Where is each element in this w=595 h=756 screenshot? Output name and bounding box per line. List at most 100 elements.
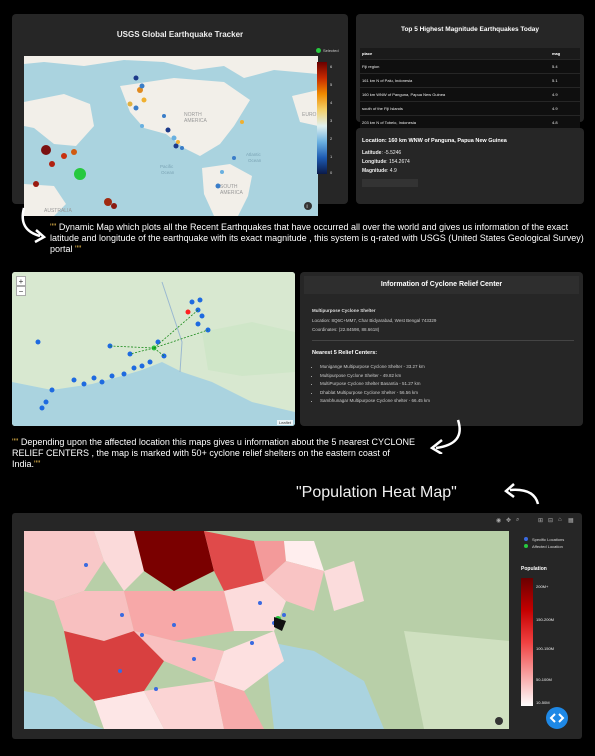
population-tick: 100-150M	[536, 646, 555, 651]
caption-close-quote: ""	[75, 244, 82, 254]
caption-close-quote: ""	[34, 459, 41, 469]
world-earthquake-map[interactable]: NORTH AMERICA Pacific Ocean Atlantic Oce…	[24, 56, 318, 216]
info-icon[interactable]	[304, 202, 312, 210]
place-cell: 160 km WNW of Panguna, Papua New Guinea	[360, 87, 550, 102]
location-info-panel: Location: 160 km WNW of Panguna, Papua N…	[356, 128, 584, 204]
magnitude-line: Magnitude: 4.9	[362, 168, 397, 174]
latitude-label: Latitude	[362, 150, 382, 156]
list-item: Sambhunagar Multipurpose Cyclone shelter…	[320, 398, 430, 403]
colorbar-tick: 5	[330, 82, 333, 87]
location-title: Location: 160 km WNW of Panguna, Papua N…	[362, 138, 507, 144]
atlantic-ocean-label: Atlantic	[246, 152, 262, 157]
svg-text:Ocean: Ocean	[248, 158, 262, 163]
nearest-center-lines	[109, 309, 209, 357]
longitude-line: Longitude: 154.2674	[362, 159, 410, 165]
colorbar-tick: 3	[330, 118, 333, 123]
curved-arrow-icon	[21, 207, 47, 244]
relief-center-location: Location: 8Q6C+MM7, Char Bidyarabad, Wes…	[312, 318, 437, 323]
population-heat-map-heading: "Population Heat Map"	[296, 484, 457, 501]
relief-markers[interactable]	[35, 297, 211, 411]
table-row[interactable]: 161 km N of Palu, Indonesia 5.1	[360, 73, 580, 88]
table-row[interactable]: 160 km WNW of Panguna, Papua New Guinea 4…	[360, 87, 580, 102]
longitude-label: Longitude	[362, 159, 387, 165]
column-header-mag[interactable]: mag	[550, 48, 580, 60]
relief-info-panel: Information of Cyclone Relief Center	[300, 272, 583, 426]
relief-center-name: Multipurpose Cyclone Shelter	[312, 308, 376, 313]
affected-location-legend-label: Affected Location	[532, 544, 563, 549]
svg-text:AMERICA: AMERICA	[220, 190, 243, 196]
australia-label: AUSTRALIA	[44, 208, 72, 214]
north-america-label: NORTH	[184, 112, 202, 118]
mag-cell: 4.8	[550, 115, 580, 129]
table-row[interactable]: south of the Fiji Islands 4.9	[360, 101, 580, 116]
caption-open-quote: ""	[12, 437, 19, 447]
nearest-centers-title: Nearest 5 Relief Centers:	[312, 350, 378, 356]
earthquake-markers[interactable]	[33, 75, 244, 210]
longitude-value: : 154.2674	[386, 159, 410, 165]
population-colorbar	[521, 578, 533, 706]
table-row[interactable]: 203 km N of Tobelo, Indonesia 4.8	[360, 115, 580, 129]
mag-cell: 5.4	[550, 59, 580, 74]
state-regions[interactable]	[24, 531, 364, 729]
pan-icon[interactable]: ✥	[506, 518, 512, 524]
svg-text:Ocean: Ocean	[161, 170, 175, 175]
earthquake-tracker-title: USGS Global Earthquake Tracker	[116, 30, 244, 39]
zoom-out-button[interactable]: −	[16, 286, 26, 296]
info-icon[interactable]	[495, 717, 503, 725]
specific-locations-legend-label: Specific Locations	[532, 537, 565, 542]
population-tick: 10-50M	[536, 700, 550, 705]
europe-label: EURO	[302, 112, 317, 118]
location-placeholder-bar	[362, 179, 418, 187]
top5-earthquakes-panel: Top 5 Highest Magnitude Earthquakes Toda…	[356, 14, 584, 129]
zoom-out-icon[interactable]: ⊟	[548, 518, 554, 524]
table-row[interactable]: Fiji region 5.4	[360, 59, 580, 74]
plotly-logo-icon[interactable]: ▦	[568, 518, 574, 524]
leaflet-attribution[interactable]: Leaflet	[276, 420, 293, 425]
zoom-in-icon[interactable]: ⊞	[538, 518, 544, 524]
affected-region	[274, 617, 286, 631]
india-choropleth-svg	[24, 531, 509, 729]
top5-title: Top 5 Highest Magnitude Earthquakes Toda…	[400, 26, 540, 33]
magnitude-value: : 4.9	[387, 168, 397, 174]
relief-map-caption: "" Depending upon the affected location …	[12, 437, 416, 470]
mag-cell: 4.9	[550, 101, 580, 116]
population-tick: 150-200M	[536, 617, 555, 622]
affected-location-legend-dot	[524, 544, 528, 548]
colorbar-tick: 6	[330, 64, 333, 69]
list-item: MultiPurpose Cyclone Shelter Basantia - …	[320, 381, 430, 386]
colorbar-tick: 1	[330, 154, 333, 159]
place-cell: Fiji region	[360, 59, 550, 74]
top5-table: place mag Fiji region 5.4 161 km N of Pal…	[360, 48, 580, 129]
caption-open-quote: ""	[50, 222, 57, 232]
navigate-code-button[interactable]	[546, 707, 568, 729]
magnitude-label: Magnitude	[362, 168, 387, 174]
zoom-in-button[interactable]: +	[16, 276, 26, 286]
colorbar-tick: 4	[330, 100, 333, 105]
svg-text:AMERICA: AMERICA	[184, 118, 207, 124]
mag-cell: 4.9	[550, 87, 580, 102]
place-cell: 161 km N of Palu, Indonesia	[360, 73, 550, 88]
earthquake-tracker-panel: USGS Global Earthquake Tracker	[12, 14, 348, 216]
specific-locations-legend-dot	[524, 537, 528, 541]
selected-legend-dot	[316, 48, 321, 53]
place-cell: 203 km N of Tobelo, Indonesia	[360, 115, 550, 129]
caption-text: Dynamic Map which plots all the Recent E…	[50, 222, 584, 254]
home-icon[interactable]: ⌂	[558, 517, 562, 523]
camera-icon[interactable]: ◉	[496, 518, 502, 524]
cyclone-relief-map[interactable]: + − Leaflet	[12, 272, 295, 426]
relief-info-title: Information of Cyclone Relief Center	[304, 276, 579, 294]
pacific-ocean-label: Pacific	[160, 164, 174, 169]
selected-legend-label: Selected	[323, 48, 339, 53]
curved-arrow-icon	[429, 419, 461, 454]
magnitude-colorbar	[317, 62, 327, 174]
caption-text: Depending upon the affected location thi…	[12, 437, 415, 469]
population-heat-map[interactable]	[24, 531, 509, 729]
list-item: Dhablat Multipurpose Cyclone Shelter - 5…	[320, 390, 430, 395]
zoom-icon[interactable]: ⌕	[516, 517, 520, 523]
list-item: Munigange Multipurpose Cyclone Shelter -…	[320, 364, 430, 369]
relief-center-coordinates: Coordinates: (22.84598, 88.6618)	[312, 327, 380, 332]
column-header-place[interactable]: place	[360, 48, 550, 60]
south-america-label: SOUTH	[220, 184, 238, 190]
curved-arrow-icon	[504, 483, 540, 505]
population-tick: 50-100M	[536, 677, 552, 682]
